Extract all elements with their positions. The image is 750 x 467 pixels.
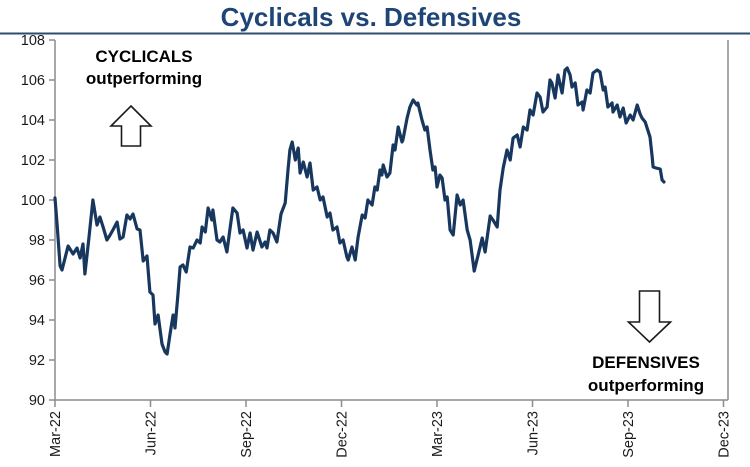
chart-title: Cyclicals vs. Defensives <box>221 2 522 32</box>
x-tick-label: Sep-23 <box>621 411 637 458</box>
y-tick-label: 100 <box>21 193 45 209</box>
y-axis: 90 92 94 96 98 100 102 104 106 108 <box>21 33 729 409</box>
x-tick-label: Sep-22 <box>239 411 255 458</box>
x-tick-label: Mar-23 <box>430 411 446 457</box>
y-tick-label: 92 <box>29 353 45 369</box>
series-line <box>53 66 666 356</box>
cyclicals-annotation: CYCLICALS outperforming <box>86 47 202 147</box>
x-tick-label: Dec-23 <box>717 411 733 458</box>
cyclicals-annotation-line2: outperforming <box>86 69 202 88</box>
ratio-line <box>53 66 666 356</box>
x-tick-label: Dec-22 <box>335 411 351 458</box>
defensives-annotation-line2: outperforming <box>588 376 704 395</box>
up-arrow-icon <box>109 104 153 147</box>
cyclicals-annotation-line1: CYCLICALS <box>95 47 192 66</box>
x-tick-label: Jun-22 <box>144 411 160 455</box>
y-tick-label: 94 <box>29 313 45 329</box>
y-tick-label: 102 <box>21 153 45 169</box>
defensives-annotation: DEFENSIVES outperforming <box>588 290 704 395</box>
x-tick-label: Jun-23 <box>526 411 542 455</box>
defensives-annotation-line1: DEFENSIVES <box>592 353 700 372</box>
x-axis: Mar-22 Jun-22 Sep-22 Dec-22 Mar-23 Jun-23 Sep-… <box>48 399 733 458</box>
x-tick-label: Mar-22 <box>48 411 64 457</box>
y-tick-label: 106 <box>21 73 45 89</box>
y-tick-label: 98 <box>29 233 45 249</box>
y-tick-label: 90 <box>29 393 45 409</box>
y-tick-label: 104 <box>21 113 45 129</box>
y-tick-label: 96 <box>29 273 45 289</box>
y-tick-label: 108 <box>21 33 45 49</box>
down-arrow-icon <box>626 290 673 344</box>
